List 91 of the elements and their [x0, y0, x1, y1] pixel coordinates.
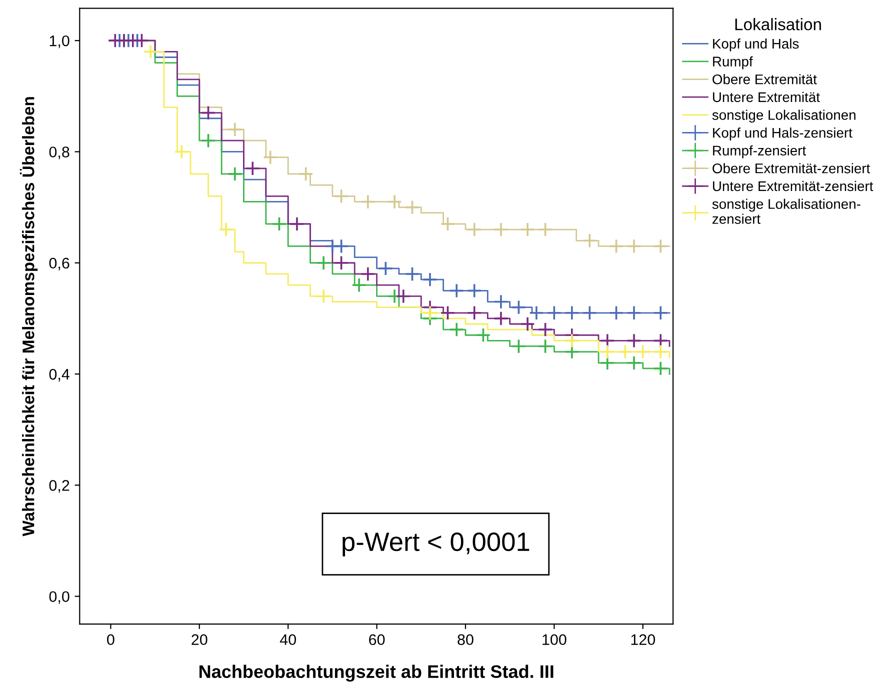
x-tick-label: 0 [107, 634, 114, 646]
point [608, 305, 624, 320]
point [334, 188, 349, 204]
point [608, 238, 624, 254]
point [582, 233, 598, 248]
point [449, 283, 464, 298]
point [528, 305, 544, 320]
point [466, 283, 482, 298]
point [564, 333, 580, 348]
point [298, 166, 314, 182]
point [396, 288, 411, 304]
point [227, 166, 242, 182]
legend-title: Lokalisation [735, 18, 821, 30]
annotation: p-Wert < 0,0001 [342, 532, 530, 556]
point [564, 305, 580, 320]
point [626, 238, 642, 254]
point [476, 328, 491, 343]
point [404, 200, 420, 215]
point [262, 150, 278, 165]
point [334, 255, 349, 270]
point [387, 194, 402, 210]
point [316, 255, 332, 270]
point [626, 355, 642, 370]
point [422, 305, 438, 320]
point [289, 216, 304, 232]
point [360, 194, 376, 210]
point [600, 344, 615, 360]
x-tick-label: 40 [280, 634, 296, 646]
point [449, 322, 464, 338]
y-tick-label: 0,0 [49, 591, 70, 604]
point [200, 105, 216, 120]
point [653, 238, 668, 254]
point [538, 338, 553, 354]
point [134, 33, 150, 48]
point [520, 316, 536, 332]
x-tick-label: 20 [192, 634, 208, 646]
point [200, 133, 216, 148]
point [653, 360, 668, 376]
point [653, 344, 668, 360]
point [493, 294, 508, 310]
legend-label: Kopf und Hals-zensiert [713, 128, 852, 140]
point [352, 278, 367, 293]
y-tick-label: 0,2 [49, 480, 70, 493]
legend-label: Obere Extremität-zensiert [712, 163, 870, 174]
point [272, 216, 287, 232]
legend-label: sonstige Lokalisationen [712, 110, 856, 123]
point [245, 160, 260, 176]
point [404, 266, 420, 282]
point [538, 222, 553, 238]
point [227, 122, 242, 137]
y-tick-label: 0,8 [49, 146, 70, 160]
y-tick-label: 0,4 [49, 368, 70, 382]
point [520, 222, 536, 238]
point [582, 305, 598, 320]
y-tick-label: 0,6 [49, 258, 70, 270]
point [466, 222, 482, 238]
point [440, 305, 456, 320]
point [174, 144, 190, 160]
point [511, 300, 526, 315]
point [466, 305, 482, 320]
point [440, 216, 456, 232]
legend-label: Obere Extremität [712, 74, 817, 84]
point [635, 344, 650, 360]
point [218, 222, 234, 238]
legend-label: sonstige Lokalisationen- zensiert [712, 198, 860, 224]
y-axis-title: Wahrscheinlichkeit für Melanomspezifisches Überleben [20, 97, 38, 536]
point [334, 238, 349, 254]
point [626, 333, 642, 348]
legend-label: Untere Extremität [713, 92, 820, 102]
x-axis-title: Nachbeobachtungszeit ab Eintritt Stad. III [200, 664, 554, 682]
point [511, 338, 526, 354]
point [493, 222, 508, 238]
legend-label: Rumpf [713, 56, 753, 70]
legend-label: Rumpf-zensiert [713, 145, 806, 158]
x-tick-label: 60 [369, 634, 385, 646]
point [493, 310, 508, 326]
point [422, 272, 438, 288]
x-tick-label: 80 [458, 634, 474, 646]
point [618, 344, 633, 360]
point [538, 322, 553, 338]
point [653, 305, 668, 320]
point [546, 305, 562, 320]
legend-label: Kopf und Hals [713, 38, 799, 52]
legend-label: Untere Extremität-zensiert [713, 180, 874, 192]
x-tick-label: 120 [631, 634, 656, 646]
point [626, 305, 642, 320]
y-tick-label: 1,0 [50, 35, 70, 48]
point [378, 260, 394, 276]
point [360, 266, 376, 282]
x-tick-label: 100 [542, 634, 566, 646]
point [316, 288, 332, 304]
